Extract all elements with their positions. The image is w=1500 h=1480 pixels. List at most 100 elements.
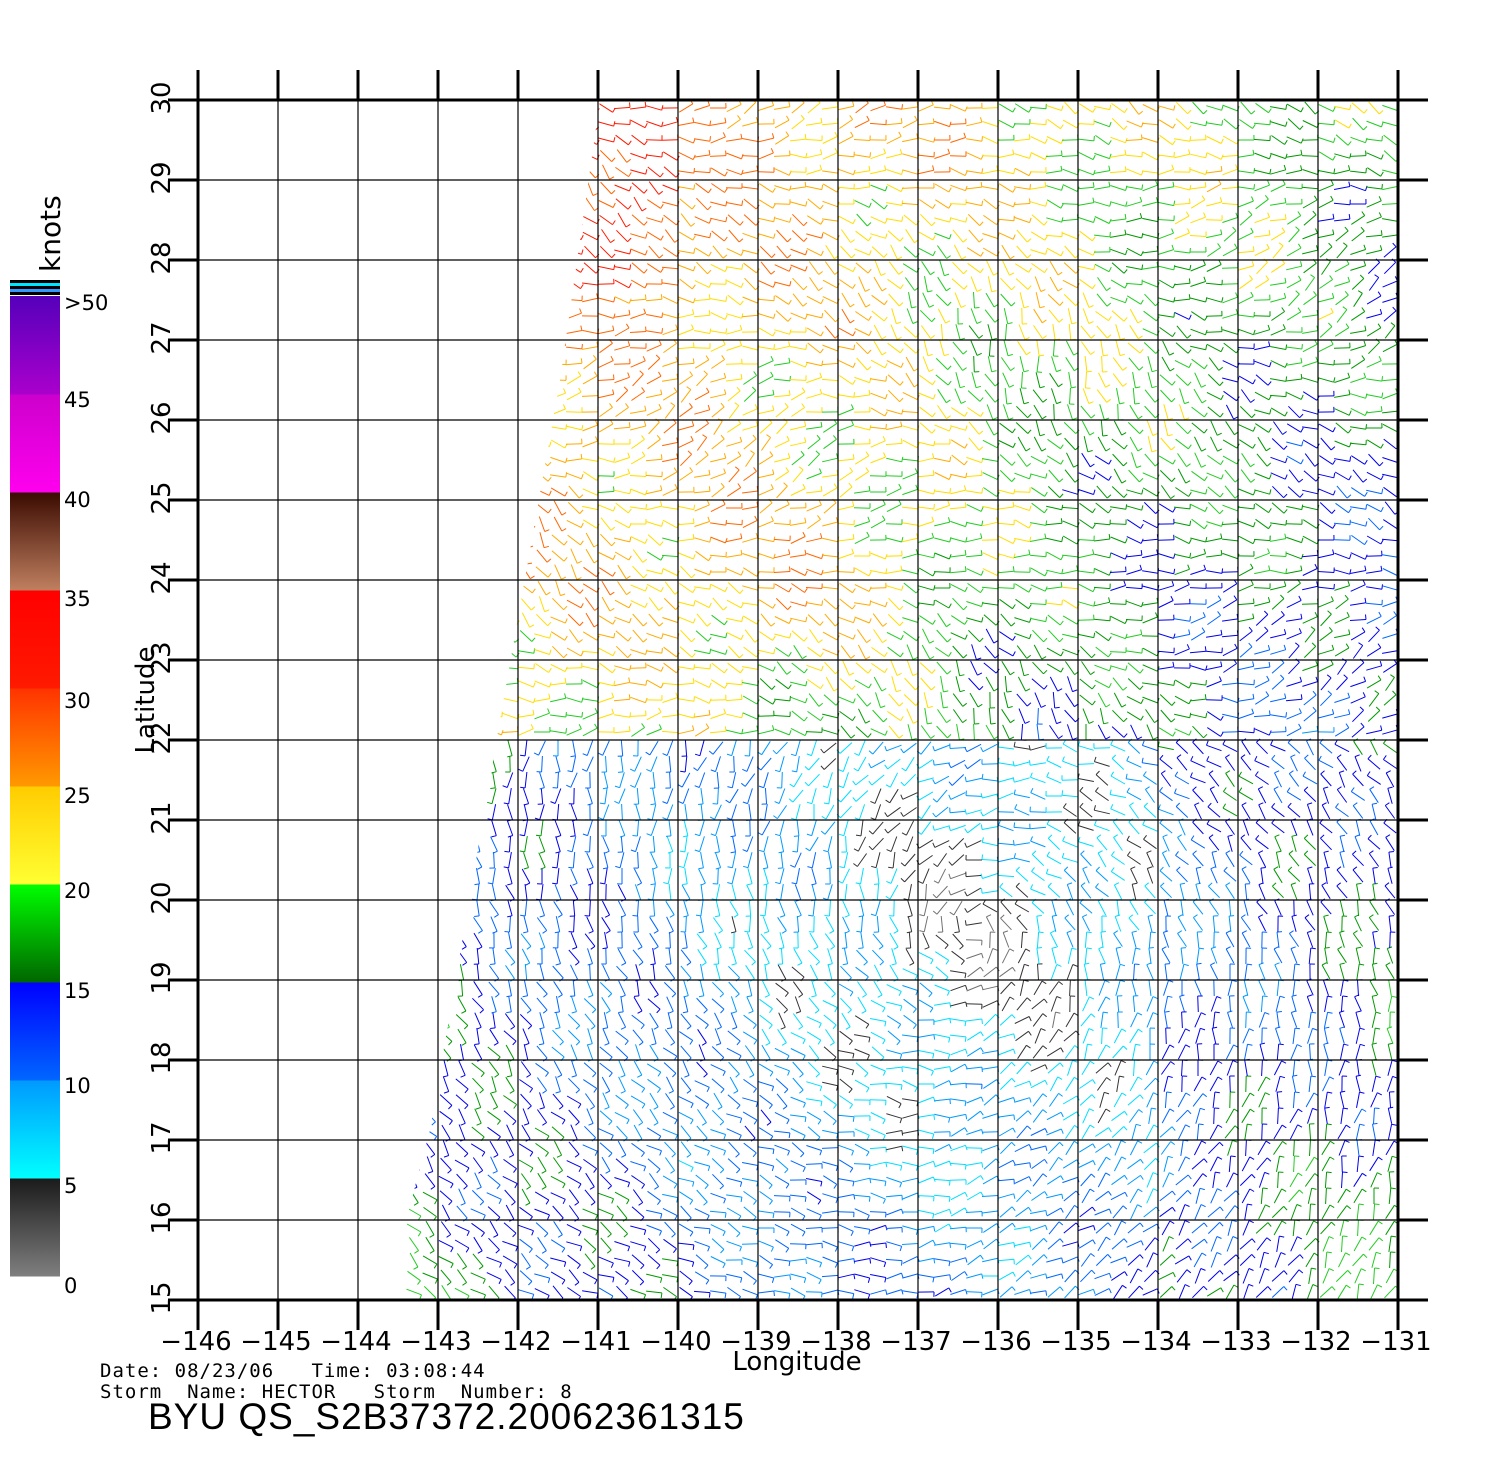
- wind-vector: [1305, 1156, 1315, 1172]
- wind-vector-barb: [614, 785, 620, 789]
- wind-vector-barb: [1143, 802, 1149, 807]
- wind-vector: [620, 835, 624, 853]
- wind-vector-barb: [1258, 802, 1264, 806]
- wind-vector-barb: [1028, 1144, 1032, 1150]
- wind-vector-barb: [653, 1026, 659, 1030]
- wind-vector-barb: [1043, 684, 1048, 690]
- wind-vector: [409, 1189, 419, 1203]
- wind-vector-barb: [771, 685, 776, 690]
- wind-vector: [474, 1172, 482, 1188]
- wind-vector-barb: [1105, 996, 1111, 1000]
- wind-vector: [792, 981, 804, 995]
- wind-vector: [966, 1096, 982, 1104]
- wind-vector-barb: [578, 1231, 582, 1237]
- wind-vector: [422, 727, 438, 737]
- wind-vector-barb: [748, 1010, 754, 1014]
- wind-vector-barb: [1219, 1141, 1224, 1147]
- wind-vector: [618, 980, 626, 996]
- wind-vector: [1031, 1238, 1045, 1250]
- wind-vector: [934, 1002, 950, 1006]
- wind-vector: [1222, 807, 1238, 817]
- wind-vector-barb: [662, 753, 668, 756]
- wind-vector: [442, 1012, 450, 1028]
- wind-vector: [1371, 1044, 1377, 1060]
- wind-vector: [711, 662, 725, 674]
- wind-vector: [1129, 1268, 1139, 1284]
- wind-vector-barb: [555, 1091, 561, 1094]
- wind-vector: [1193, 1252, 1203, 1268]
- wind-vector-barb: [1141, 757, 1144, 763]
- wind-vector-barb: [1342, 1235, 1348, 1237]
- wind-vector-barb: [1190, 835, 1195, 841]
- wind-vector: [1037, 963, 1039, 981]
- wind-vector: [1084, 947, 1088, 965]
- wind-vector-barb: [1203, 1285, 1208, 1291]
- wind-vector: [550, 1239, 566, 1249]
- wind-vector-barb: [1220, 1287, 1224, 1293]
- wind-vector-barb: [577, 1103, 582, 1109]
- wind-vector-barb: [823, 802, 829, 805]
- wind-vector: [1242, 1220, 1250, 1236]
- wind-vector-barb: [1030, 772, 1033, 778]
- wind-vector-barb: [980, 824, 983, 830]
- wind-vector: [1227, 980, 1233, 996]
- wind-vector: [1339, 836, 1345, 852]
- wind-vector: [838, 1065, 854, 1071]
- wind-vector: [1367, 710, 1381, 722]
- wind-vector: [1030, 1273, 1046, 1279]
- wind-vector: [1192, 853, 1204, 867]
- wind-vector-barb: [1201, 1252, 1207, 1257]
- wind-vector-barb: [787, 684, 792, 690]
- wind-vector: [1050, 964, 1058, 980]
- wind-vector: [792, 1077, 804, 1091]
- wind-vector-barb: [477, 1250, 483, 1254]
- wind-vector: [748, 804, 752, 820]
- wind-vector: [1019, 980, 1025, 996]
- wind-vector-barb: [1046, 755, 1050, 761]
- wind-vector-barb: [594, 1279, 598, 1285]
- wind-vector: [1062, 1111, 1078, 1121]
- wind-vector: [438, 729, 454, 735]
- wind-vector: [1238, 665, 1254, 671]
- wind-vector: [901, 1243, 919, 1245]
- wind-vector: [566, 1241, 582, 1247]
- wind-vector: [1015, 1110, 1029, 1122]
- wind-vector-barb: [423, 753, 429, 757]
- wind-vector-barb: [1104, 980, 1110, 983]
- wind-vector: [536, 1109, 548, 1123]
- wind-vector: [838, 1050, 854, 1054]
- wind-vector-barb: [1359, 1091, 1365, 1094]
- wind-vector: [474, 1108, 482, 1124]
- wind-vector: [1078, 1288, 1094, 1296]
- wind-vector-barb: [555, 771, 561, 774]
- wind-vector-barb: [1166, 1091, 1172, 1094]
- wind-vector: [1245, 1011, 1247, 1029]
- wind-vector-barb: [724, 726, 727, 732]
- wind-vector-barb: [1264, 1171, 1270, 1175]
- wind-vector: [694, 1240, 710, 1248]
- wind-vector: [1292, 963, 1296, 981]
- wind-vector-barb: [1062, 803, 1067, 808]
- wind-vector-barb: [906, 931, 912, 934]
- wind-vector-barb: [442, 771, 448, 774]
- wind-vector: [493, 851, 495, 869]
- wind-vector-barb: [893, 946, 899, 950]
- wind-vector-barb: [1382, 755, 1387, 760]
- wind-vector: [617, 948, 627, 964]
- wind-vector: [587, 1028, 593, 1044]
- wind-vector-barb: [799, 1089, 804, 1094]
- wind-vector-barb: [653, 946, 659, 950]
- wind-vector-barb: [1150, 931, 1156, 934]
- wind-vector: [936, 725, 948, 739]
- wind-vector-barb: [714, 915, 720, 918]
- wind-vector-barb: [1299, 676, 1303, 682]
- wind-vector: [1174, 792, 1190, 800]
- wind-vector-barb: [602, 787, 608, 790]
- wind-vector-barb: [864, 1072, 869, 1078]
- wind-vector: [710, 1144, 726, 1152]
- wind-vector: [764, 883, 768, 901]
- wind-vector: [823, 1110, 837, 1122]
- wind-vector: [966, 1129, 982, 1135]
- wind-vector-barb: [604, 914, 610, 918]
- wind-vector: [1287, 870, 1301, 882]
